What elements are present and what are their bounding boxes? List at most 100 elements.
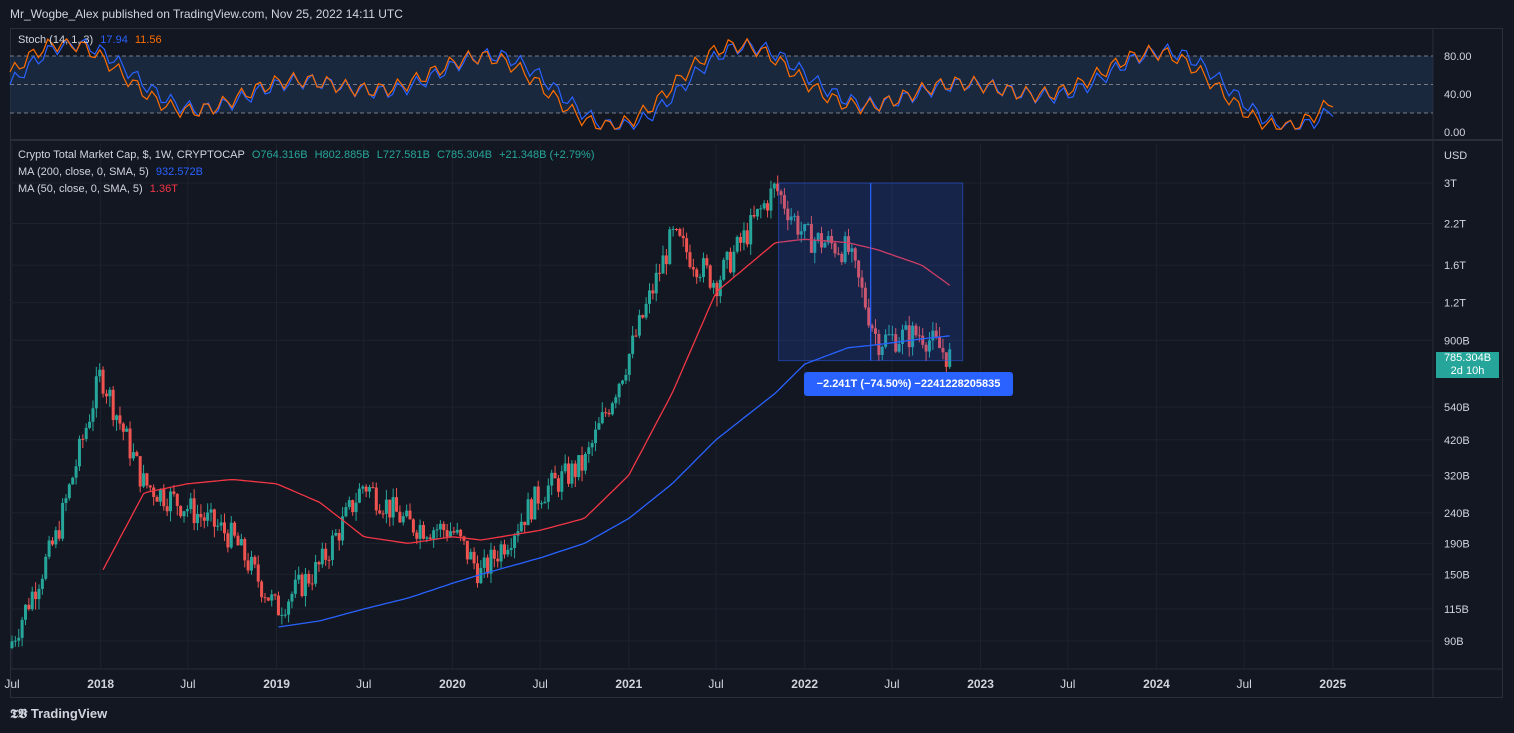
change-value: +21.348B (+2.79%)	[499, 149, 595, 161]
candle-body	[752, 215, 756, 217]
price-tick-label: 3T	[1444, 178, 1457, 190]
price-tick-label: 240B	[1444, 508, 1470, 520]
time-tick-label: Jul	[180, 677, 195, 691]
candle-body	[519, 521, 523, 532]
candle-body	[438, 523, 442, 530]
stoch-legend: Stoch (14, 1, 3) 17.94 11.56	[18, 34, 166, 46]
time-tick-label: 2024	[1143, 677, 1170, 691]
candle-body	[860, 277, 864, 288]
candle-body	[239, 539, 243, 546]
candle-body	[148, 485, 152, 488]
candle-body	[172, 491, 176, 494]
candle-body	[482, 557, 486, 568]
candle-body	[196, 513, 200, 524]
candle-body	[165, 506, 169, 512]
candle-body	[914, 325, 918, 336]
candle-body	[57, 530, 61, 539]
candle-body	[688, 252, 692, 268]
candle-body	[27, 604, 31, 610]
candle-body	[111, 389, 115, 421]
price-tick-label: 420B	[1444, 435, 1470, 447]
stoch-label: Stoch (14, 1, 3)	[18, 34, 94, 46]
candle-body	[37, 588, 41, 600]
candle-body	[71, 477, 75, 485]
candle-body	[405, 510, 409, 517]
candle-body	[921, 335, 925, 345]
candle-body	[155, 496, 159, 502]
candle-body	[236, 535, 240, 546]
time-tick-label: Jul	[356, 677, 371, 691]
candle-body	[526, 499, 530, 526]
candle-body	[617, 383, 621, 398]
stoch-d-line	[9, 37, 1334, 131]
candle-body	[233, 522, 237, 536]
candle-body	[432, 530, 436, 539]
footer: 𝕿𝖁 TradingView	[0, 698, 1514, 733]
candle-body	[786, 208, 790, 221]
time-tick-label: Jul	[1236, 677, 1251, 691]
stoch-d-value: 11.56	[134, 34, 162, 46]
ma200-value: 932.572B	[155, 166, 204, 178]
candle-body	[614, 397, 618, 404]
time-tick-label: 2018	[87, 677, 114, 691]
price-tick-label: 900B	[1444, 335, 1470, 347]
candle-body	[789, 216, 793, 221]
candle-body	[887, 334, 891, 336]
candle-body	[327, 559, 331, 561]
candle-body	[381, 513, 385, 515]
candle-body	[320, 548, 324, 565]
candle-body	[610, 403, 614, 415]
candle-body	[361, 486, 365, 489]
candle-body	[411, 519, 415, 533]
ma50-line	[102, 238, 951, 571]
candle-body	[732, 251, 736, 273]
candle-body	[570, 463, 574, 484]
candle-body	[50, 540, 54, 545]
tradingview-logo[interactable]: 𝕿𝖁 TradingView	[10, 706, 107, 722]
candle-body	[219, 522, 223, 526]
candle-body	[941, 348, 945, 353]
candle-body	[634, 335, 638, 337]
currency-label: USD	[1444, 150, 1467, 162]
candle-body	[415, 532, 419, 539]
measure-label: −2.241T (−74.50%) −2241228205835	[804, 372, 1013, 396]
candle-body	[260, 581, 264, 598]
candle-body	[492, 549, 496, 559]
candle-body	[722, 259, 726, 280]
candle-body	[357, 488, 361, 503]
candle-body	[378, 510, 382, 514]
candle-body	[189, 498, 193, 510]
stoch-k-value: 17.94	[100, 34, 128, 46]
candle-body	[226, 533, 230, 548]
candle-body	[307, 573, 311, 584]
candle-body	[897, 343, 901, 352]
close-value: C785.304B	[436, 149, 493, 161]
candle-body	[371, 487, 375, 489]
candle-body	[256, 564, 260, 582]
candle-body	[793, 215, 797, 217]
candle-body	[74, 466, 78, 478]
candle-body	[769, 188, 773, 211]
candle-body	[479, 567, 483, 584]
candle-body	[671, 229, 675, 231]
candle-body	[243, 539, 247, 561]
candle-body	[600, 412, 604, 424]
candle-body	[303, 573, 307, 597]
candle-body	[938, 336, 942, 349]
low-value: L727.581B	[376, 149, 430, 161]
candle-body	[904, 325, 908, 330]
candle-body	[249, 556, 253, 571]
candle-body	[796, 215, 800, 235]
candle-body	[104, 393, 108, 397]
candle-body	[658, 272, 662, 274]
candle-body	[351, 500, 355, 513]
candle-body	[145, 473, 149, 486]
time-tick-label: 2019	[263, 677, 290, 691]
candle-body	[388, 499, 392, 518]
candle-body	[125, 428, 129, 432]
candle-body	[857, 260, 861, 278]
candle-body	[847, 236, 851, 252]
candle-body	[799, 231, 803, 235]
candle-body	[13, 640, 17, 642]
